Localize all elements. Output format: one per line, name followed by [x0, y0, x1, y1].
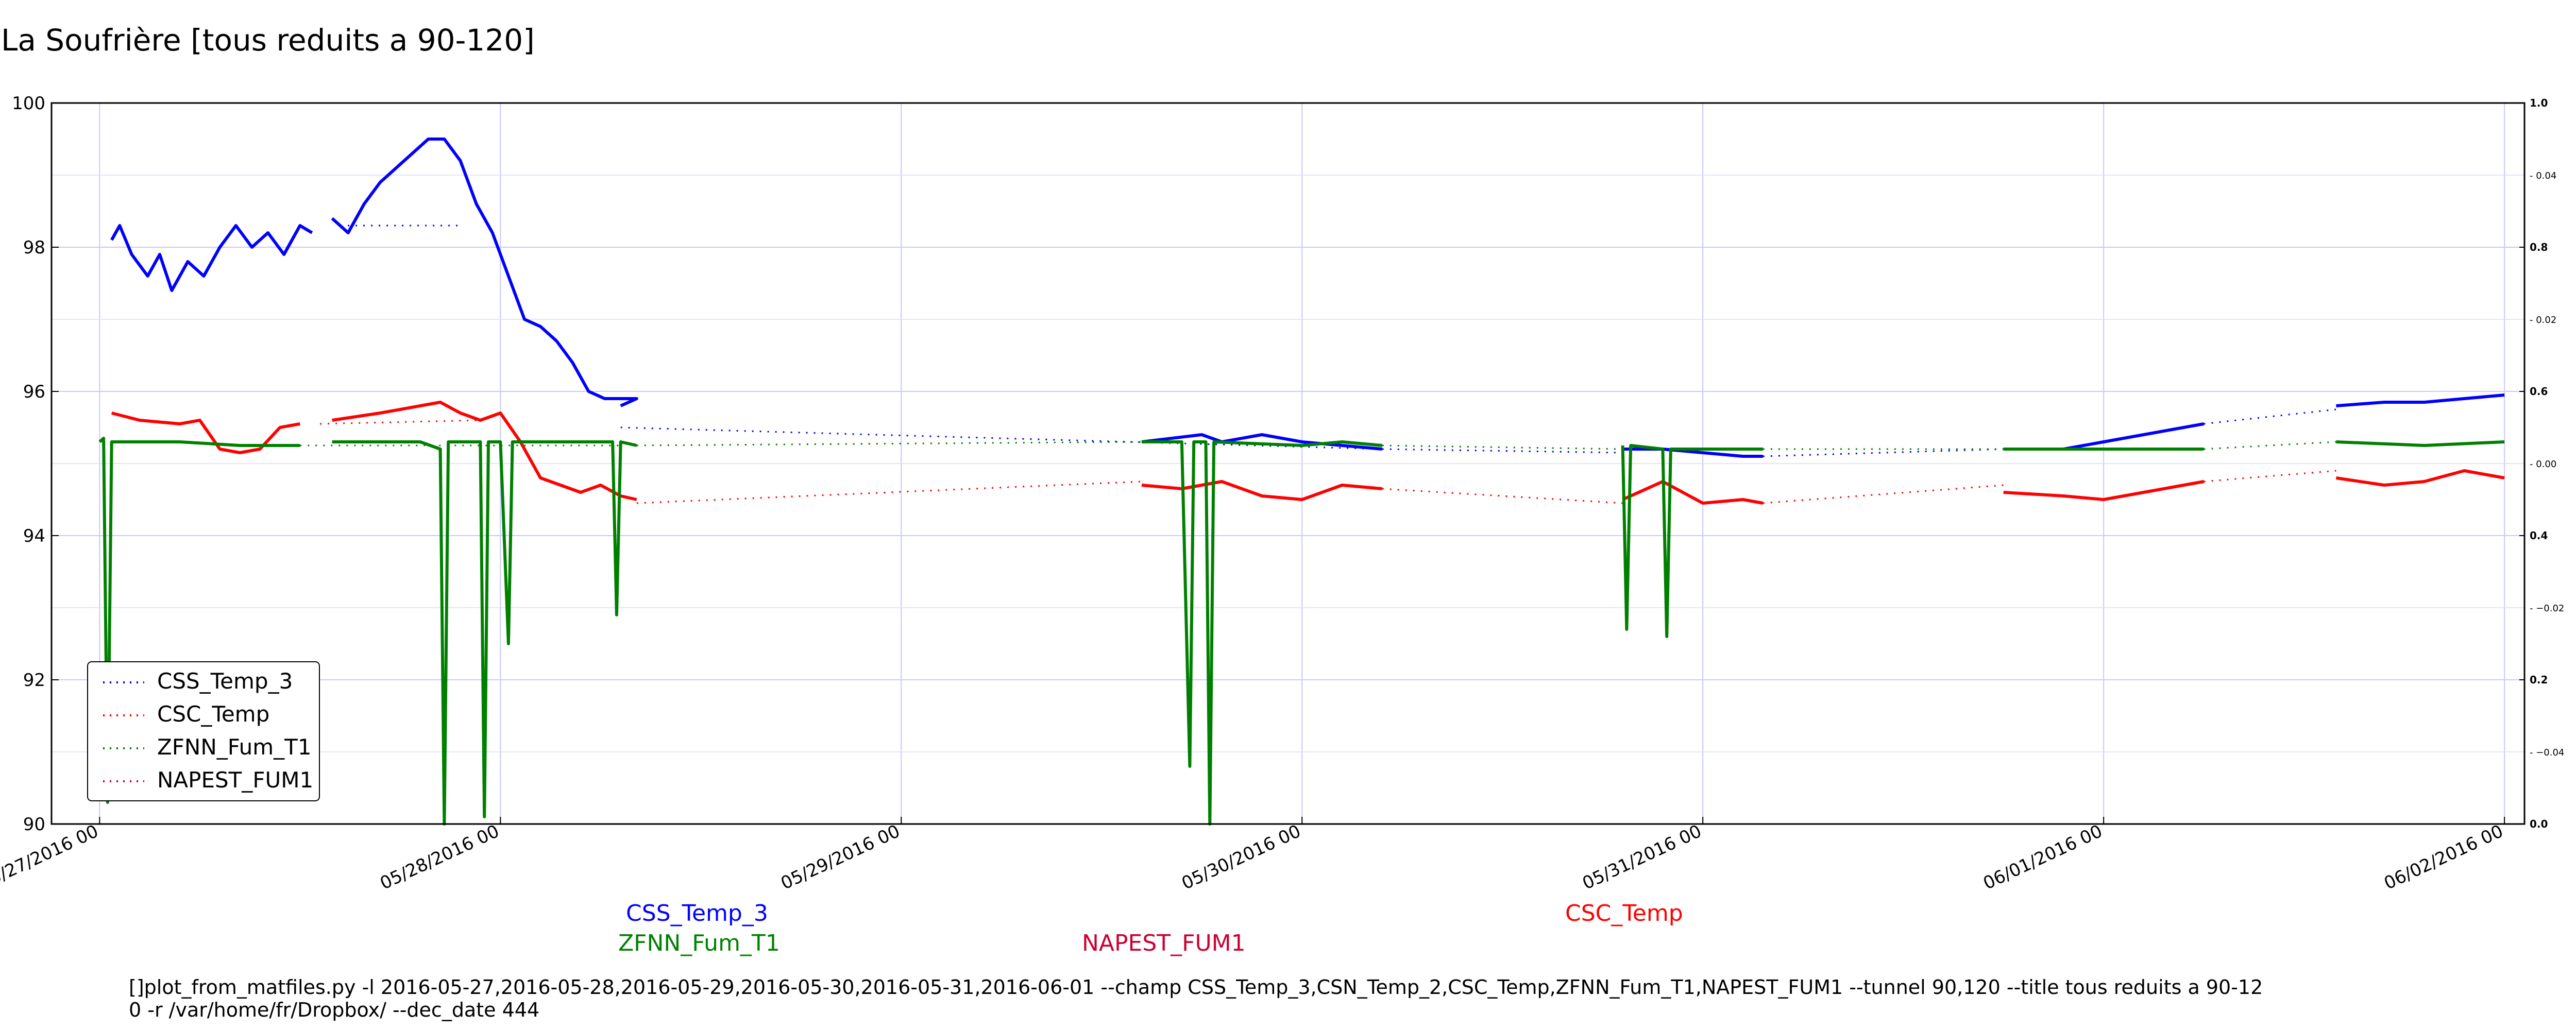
- legend-label: CSS_Temp_3: [157, 668, 293, 694]
- legend-label: NAPEST_FUM1: [157, 767, 313, 793]
- series-line: [636, 441, 1142, 447]
- series-zfnn-fum-t1: [98, 437, 2505, 826]
- series-line: [332, 401, 637, 501]
- label-css-temp-3: CSS_Temp_3: [626, 900, 768, 926]
- right-tick-label: 0.2: [2530, 674, 2548, 686]
- x-tick-label: 05/27/2016 00: [0, 821, 101, 894]
- series-line: [636, 480, 1142, 504]
- x-tick-label: 06/02/2016 00: [2381, 821, 2506, 894]
- right-tick-label: 0.0: [2530, 818, 2548, 830]
- series-line: [2204, 470, 2336, 483]
- chart-title: La Soufrière [tous reduits a 90-120]: [1, 23, 535, 58]
- y-tick-label: 100: [12, 93, 45, 114]
- right-inner-tick-label: - 0.02: [2530, 315, 2556, 325]
- series-csc-temp: [111, 401, 2505, 505]
- series-line: [1141, 433, 1383, 451]
- right-inner-tick-label: - −0.02: [2530, 603, 2564, 614]
- right-inner-tick-label: - 0.04: [2530, 170, 2556, 181]
- x-tick-label: 05/31/2016 00: [1579, 821, 1705, 894]
- grid-layer: [52, 103, 2524, 824]
- right-inner-tick-label: - 0.00: [2530, 459, 2556, 470]
- series-line: [1762, 448, 2004, 457]
- series-line: [1621, 444, 1763, 638]
- series-line: [98, 437, 300, 804]
- command-line: []plot_from_matfiles.py -l 2016-05-27,20…: [129, 976, 2263, 1021]
- series-line: [2336, 393, 2505, 407]
- plot-frame: [50, 102, 2526, 825]
- right-inner-tick-label: - −0.04: [2530, 747, 2564, 758]
- right-tick-label: 1.0: [2530, 97, 2548, 109]
- series-line: [110, 224, 313, 292]
- right-tick-label: 0.8: [2530, 241, 2548, 253]
- right-tick-label: 0.4: [2530, 529, 2548, 542]
- series-line: [1382, 448, 1623, 454]
- label-csc-temp: CSC_Temp: [1565, 900, 1683, 926]
- y-tick-label: 90: [23, 814, 45, 835]
- axis-layer: 05/27/2016 00 05/28/2016 00 05/29/2016 00 0…: [0, 93, 2564, 894]
- series-line: [1141, 480, 1383, 501]
- x-tick-label: 05/28/2016 00: [377, 821, 503, 894]
- series-line: [2335, 469, 2505, 487]
- label-zfnn-fum-t1: ZFNN_Fum_T1: [618, 930, 780, 956]
- series-line: [1382, 488, 1623, 504]
- y-tick-label: 96: [23, 382, 45, 402]
- label-napest-fum1: NAPEST_FUM1: [1082, 930, 1246, 956]
- x-tick-label: 06/01/2016 00: [1980, 821, 2106, 894]
- x-tick-label: 05/29/2016 00: [778, 821, 904, 894]
- series-line: [620, 426, 1382, 450]
- series-line: [331, 138, 638, 407]
- y-tick-label: 94: [23, 526, 45, 546]
- series-line: [1142, 440, 1383, 826]
- series-line: [2003, 480, 2205, 501]
- legend-box: [87, 661, 320, 801]
- legend-label: CSC_Temp: [157, 701, 269, 727]
- legend-label: ZFNN_Fum_T1: [157, 734, 312, 760]
- series-line: [1382, 444, 1623, 450]
- x-tick-label: 05/30/2016 00: [1179, 821, 1304, 894]
- series-css-temp-3: [110, 138, 2505, 458]
- y-tick-label: 92: [23, 670, 45, 691]
- y-tick-label: 98: [23, 237, 45, 258]
- series-line: [332, 440, 637, 826]
- series-line: [2204, 441, 2336, 450]
- legend: CSS_Temp_3 CSC_Temp ZFNN_Fum_T1 NAPEST_FUM1: [87, 661, 320, 801]
- series-layer: [98, 138, 2505, 826]
- series-line: [1622, 480, 1764, 505]
- series-line: [320, 419, 481, 425]
- series-line: [2336, 440, 2505, 447]
- right-tick-label: 0.6: [2530, 385, 2548, 398]
- series-line: [1762, 484, 2004, 504]
- series-line: [2204, 408, 2336, 425]
- series-line: [111, 411, 300, 454]
